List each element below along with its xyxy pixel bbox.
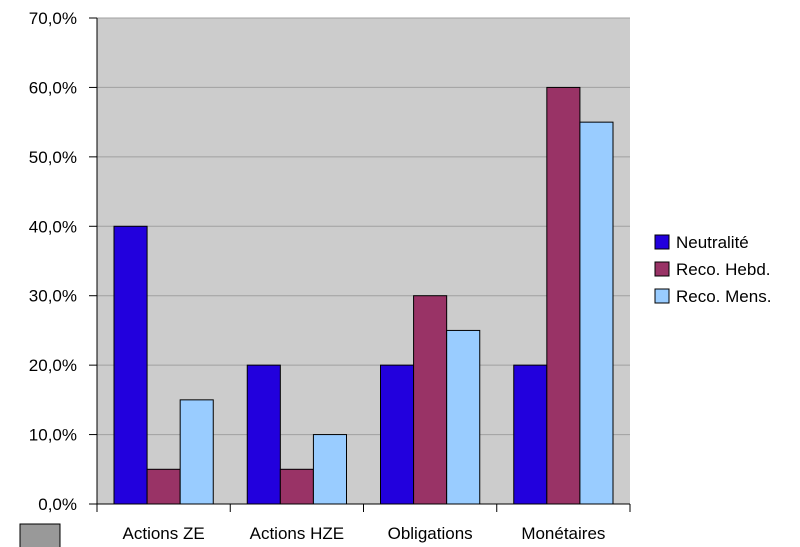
bar (380, 364, 415, 505)
bar (146, 468, 181, 505)
y-tick-label: 70,0% (29, 9, 77, 28)
y-tick-label: 50,0% (29, 148, 77, 167)
y-tick-label: 30,0% (29, 287, 77, 306)
bar (113, 225, 148, 505)
legend-swatch (654, 234, 670, 250)
corner-box (19, 523, 61, 547)
bar (446, 329, 481, 505)
legend-label: Reco. Hebd. (676, 260, 771, 279)
bar (312, 434, 347, 505)
legend: Neutralité Reco. Hebd. Reco. Mens. (654, 233, 771, 306)
y-tick-label: 10,0% (29, 426, 77, 445)
legend-label: Neutralité (676, 233, 749, 252)
bar (179, 399, 214, 505)
bar (513, 364, 548, 505)
y-tick-label: 60,0% (29, 78, 77, 97)
axes (89, 17, 631, 512)
legend-swatch (654, 288, 670, 304)
y-tick-labels: 0,0% 10,0% 20,0% 30,0% 40,0% 50,0% 60,0%… (29, 9, 77, 514)
bar (579, 121, 614, 505)
bar (546, 86, 581, 505)
x-tick-label: Obligations (388, 524, 473, 543)
x-tick-label: Actions ZE (123, 524, 205, 543)
legend-swatch (654, 261, 670, 277)
x-tick-labels: Actions ZE Actions HZE Obligations Monét… (123, 524, 606, 543)
x-tick-label: Monétaires (521, 524, 605, 543)
bar (246, 364, 281, 505)
bar (413, 295, 448, 505)
legend-label: Reco. Mens. (676, 287, 771, 306)
x-tick-label: Actions HZE (250, 524, 344, 543)
y-tick-label: 20,0% (29, 356, 77, 375)
y-tick-label: 0,0% (38, 495, 77, 514)
y-tick-label: 40,0% (29, 217, 77, 236)
bar (279, 468, 314, 505)
